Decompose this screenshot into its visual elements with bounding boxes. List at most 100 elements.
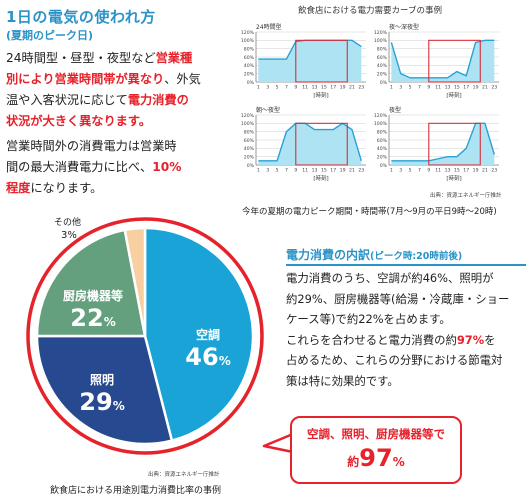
pie-slice-2 xyxy=(35,334,174,446)
para2-highlight: 10% xyxy=(152,160,182,174)
demand-curve-chart: 120% 100% 80% 60% 40% 20% 0% 1 3 5 7 9 11 13 15 17 19 21 2… xyxy=(365,20,505,104)
chart-title: 朝～夜型 xyxy=(256,107,281,114)
chart-title: 夜型 xyxy=(389,107,402,114)
callout-prefix: 約 xyxy=(347,455,360,469)
callout-number: 97 xyxy=(359,444,393,472)
callout-total: 約97% xyxy=(290,444,462,472)
para1-text: 24時間型・昼型・夜型など xyxy=(6,51,156,65)
pie-label-kitchen: 厨房機器等 22% xyxy=(48,287,138,332)
pie-chart xyxy=(26,217,264,455)
x-tick-label: 17 xyxy=(330,168,336,174)
y-tick-label: 120% xyxy=(374,30,388,36)
pie-label-other-value: 3% xyxy=(61,230,77,241)
pie-slice-3 xyxy=(35,228,147,338)
chart-title: 24時間型 xyxy=(256,24,282,31)
y-tick-label: 20% xyxy=(244,71,255,77)
y-tick-label: 100% xyxy=(374,38,388,44)
x-tick-label: 23 xyxy=(358,168,364,174)
x-axis-label: [時刻] xyxy=(313,91,328,99)
para2-text: 営業時間外の消費電力は営業時 xyxy=(6,139,177,153)
pie-label-name: 厨房機器等 xyxy=(62,289,123,303)
pie-label-value: 29 xyxy=(79,388,113,416)
y-tick-label: 0% xyxy=(380,80,388,86)
pie-label-lighting: 照明 29% xyxy=(70,371,134,416)
x-tick-label: 19 xyxy=(473,168,479,174)
x-tick-label: 5 xyxy=(409,85,412,91)
para1-highlight: 営業種 xyxy=(155,51,193,65)
pie-source: 出典：資源エネルギー庁推計 xyxy=(148,472,220,478)
demand-curve-chart: 120% 100% 80% 60% 40% 20% 0% 1 3 5 7 9 11 13 15 17 19 21 2… xyxy=(232,103,372,187)
y-tick-label: 20% xyxy=(377,71,388,77)
demand-area xyxy=(258,123,362,165)
breakdown-divider xyxy=(286,264,526,266)
x-axis-label: [時刻] xyxy=(446,91,461,99)
breakdown-line: 電力消費のうち、空調が約46%、照明が xyxy=(286,271,494,285)
peak-period-box xyxy=(428,39,481,83)
pie-label-name: 空調 xyxy=(195,328,220,342)
pie-label-unit: % xyxy=(112,399,125,413)
y-tick-label: 20% xyxy=(377,154,388,160)
pie-label-name: 照明 xyxy=(89,373,114,387)
x-tick-label: 13 xyxy=(312,85,318,91)
x-tick-label: 23 xyxy=(358,85,364,91)
para1-highlight: 電力消費の xyxy=(127,93,189,107)
x-tick-label: 5 xyxy=(276,168,279,174)
x-tick-label: 21 xyxy=(349,168,355,174)
para1-text: 温や入客状況に応じて xyxy=(6,93,128,107)
y-tick-label: 0% xyxy=(380,163,388,169)
breakdown-line: を xyxy=(484,332,496,347)
y-tick-label: 80% xyxy=(244,129,255,135)
breakdown-line: 約29%、厨房機器等(給湯・冷蔵庫・ショー xyxy=(286,291,510,306)
x-tick-label: 19 xyxy=(340,168,346,174)
pie-label-other-name: その他 xyxy=(54,218,82,228)
callout-box xyxy=(290,416,462,484)
x-tick-label: 13 xyxy=(445,168,451,174)
para1-highlight: 状況が大きく異なります。 xyxy=(6,114,152,128)
off-hours-description: 営業時間外の消費電力は営業時 間の最大消費電力に比べ、10% 程度になります。 xyxy=(6,136,216,199)
x-tick-label: 9 xyxy=(427,85,430,91)
x-tick-label: 1 xyxy=(390,85,393,91)
demand-curve-chart: 120% 100% 80% 60% 40% 20% 0% 1 3 5 7 9 11 13 15 17 19 21 2… xyxy=(365,103,505,187)
y-tick-label: 60% xyxy=(377,55,388,61)
x-tick-label: 19 xyxy=(473,85,479,91)
y-tick-label: 60% xyxy=(377,138,388,144)
x-tick-label: 5 xyxy=(409,168,412,174)
peak-period-box xyxy=(295,122,348,166)
x-tick-label: 13 xyxy=(312,168,318,174)
y-tick-label: 120% xyxy=(241,113,255,119)
x-tick-label: 15 xyxy=(454,85,460,91)
pie-label-value: 46 xyxy=(185,343,219,371)
chart-svg: 120%100%80%60%40%20%0%1 3 5 7 9 11 13 15 17 19 21 2… xyxy=(241,30,366,99)
x-tick-label: 11 xyxy=(435,85,441,91)
x-tick-label: 1 xyxy=(390,168,393,174)
y-tick-label: 0% xyxy=(247,80,255,86)
breakdown-line: これらを合わせると電力消費の約 xyxy=(286,332,457,347)
pie-label-aircon: 空調 46% xyxy=(176,326,240,371)
y-tick-label: 100% xyxy=(241,38,255,44)
peak-period-box xyxy=(428,122,481,166)
callout-line: 空調、照明、厨房機器等で xyxy=(307,427,445,441)
x-tick-label: 7 xyxy=(418,168,421,174)
callout-unit: % xyxy=(392,455,405,469)
pie-label-unit: % xyxy=(103,315,116,329)
x-tick-label: 3 xyxy=(266,85,269,91)
section-title: 1日の電気の使われ方 xyxy=(6,8,156,26)
y-tick-label: 120% xyxy=(241,30,255,36)
y-tick-label: 100% xyxy=(241,121,255,127)
x-tick-label: 21 xyxy=(482,168,488,174)
demand-area xyxy=(391,123,495,165)
demand-curve-chart: 120% 100% 80% 60% 40% 20% 0% 1 3 5 7 9 11 13 15 17 19 21 2… xyxy=(232,20,372,104)
demand-curve xyxy=(258,122,362,162)
y-tick-label: 40% xyxy=(244,146,255,152)
x-tick-label: 9 xyxy=(427,168,430,174)
x-tick-label: 15 xyxy=(454,168,460,174)
breakdown-title-main: 電力消費の内訳 xyxy=(286,248,371,262)
x-tick-label: 11 xyxy=(302,168,308,174)
x-axis-label: [時刻] xyxy=(313,174,328,182)
charts-source: 出典：資源エネルギー庁推計 xyxy=(430,193,502,199)
breakdown-line: 占めるため、これらの分野における節電対 xyxy=(286,353,503,367)
x-tick-label: 19 xyxy=(340,85,346,91)
y-tick-label: 40% xyxy=(377,63,388,69)
pie-label-value: 22 xyxy=(70,304,104,332)
chart-svg: 120%100%80%60%40%20%0%1 3 5 7 9 11 13 15 17 19 21 2… xyxy=(374,113,499,182)
